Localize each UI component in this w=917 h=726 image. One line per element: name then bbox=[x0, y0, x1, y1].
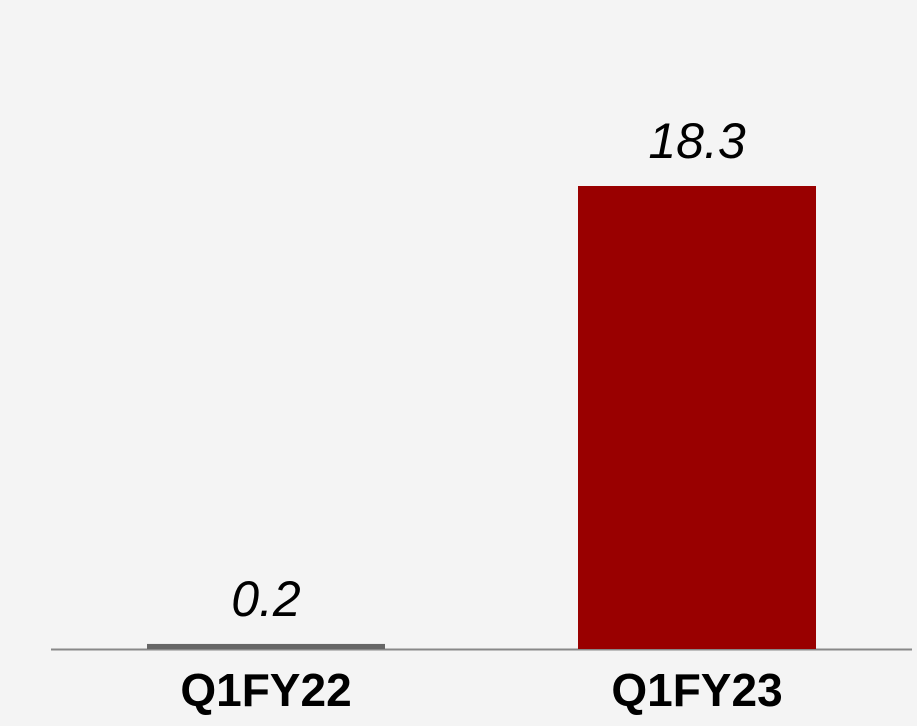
bar bbox=[147, 643, 385, 649]
data-label: 18.3 bbox=[648, 113, 746, 169]
data-label: 0.2 bbox=[231, 571, 301, 627]
bar bbox=[578, 186, 816, 649]
x-tick-label: Q1FY22 bbox=[180, 664, 351, 716]
x-tick-label: Q1FY23 bbox=[611, 664, 782, 716]
